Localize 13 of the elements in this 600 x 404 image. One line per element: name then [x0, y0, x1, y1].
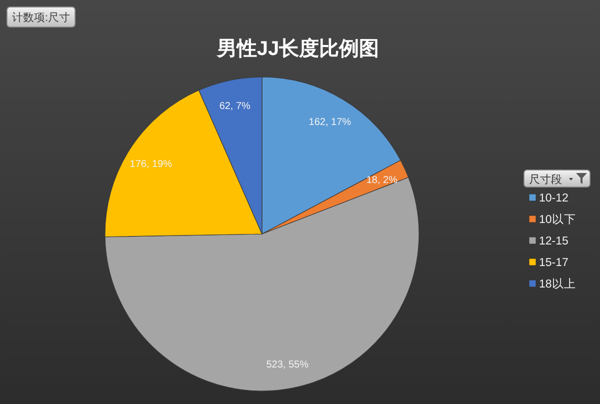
data-label: 523, 55% — [266, 359, 309, 370]
legend-label: 15-17 — [539, 257, 568, 269]
legend-label: 10以下 — [539, 213, 576, 226]
data-label: 18, 2% — [366, 175, 398, 186]
legend-label: 12-15 — [539, 236, 568, 248]
text: 计数项:尺寸 — [12, 11, 70, 24]
legend-label: 10-12 — [539, 192, 568, 204]
legend-title: 尺寸段 — [529, 173, 562, 186]
legend-label: 18以上 — [539, 278, 576, 290]
data-label: 62, 7% — [219, 100, 251, 112]
data-label: 162, 17% — [308, 116, 352, 128]
chart-title: 男性JJ长度比例图 — [216, 37, 380, 60]
data-label: 176, 19% — [130, 158, 172, 170]
